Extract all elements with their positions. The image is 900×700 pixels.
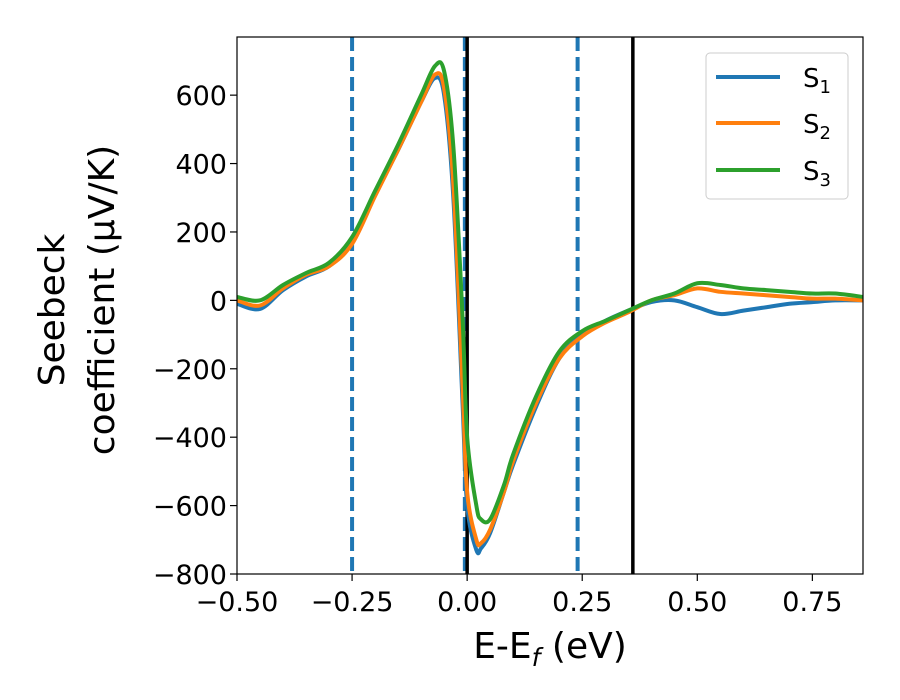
legend-label-s1-main: S: [803, 64, 820, 94]
legend-label-s1-sub: 1: [820, 77, 831, 98]
legend-label-s2-sub: 2: [820, 123, 831, 144]
x-tick-label: 0.00: [437, 587, 497, 618]
legend: S1 S2 S3: [705, 52, 849, 200]
x-tick-label: 0.75: [782, 587, 842, 618]
y-axis-label-line2: coefficient (μV/K): [82, 145, 123, 455]
legend-label-s3: S3: [803, 157, 831, 191]
legend-label-s1: S1: [803, 64, 831, 98]
series-line-s2: [237, 71, 863, 548]
x-axis-label-unit: (eV): [540, 626, 626, 667]
y-tick-label: −800: [153, 560, 227, 591]
y-tick-label: −400: [153, 423, 227, 454]
y-tick-label: 400: [175, 150, 227, 181]
x-axis-ticks: −0.50 −0.25 0.00 0.25 0.50 0.75: [196, 574, 842, 618]
legend-label-s2: S2: [803, 110, 831, 144]
legend-label-s3-main: S: [803, 157, 820, 187]
x-axis-label-main: E-E: [473, 626, 531, 667]
series-lines: [237, 60, 863, 556]
plot-frame: [236, 36, 864, 575]
x-tick-label: −0.50: [196, 587, 279, 618]
y-axis-ticks: −800 −600 −400 −200 0 200 400 600: [153, 81, 237, 591]
y-tick-label: −600: [153, 492, 227, 523]
legend-box: [705, 52, 849, 200]
y-tick-label: −200: [153, 355, 227, 386]
legend-label-s3-sub: 3: [820, 170, 831, 191]
x-tick-label: 0.50: [667, 587, 727, 618]
series-line-s3: [237, 60, 863, 525]
x-axis-label: E-Ef (eV): [473, 626, 627, 672]
reference-lines: [350, 37, 635, 574]
y-tick-label: 200: [175, 218, 227, 249]
y-axis-label-line1: Seebeck: [32, 233, 73, 386]
y-tick-label: 0: [210, 286, 227, 317]
x-tick-label: −0.25: [311, 587, 394, 618]
x-tick-label: 0.25: [552, 587, 612, 618]
y-tick-label: 600: [175, 81, 227, 112]
legend-label-s2-main: S: [803, 110, 820, 140]
